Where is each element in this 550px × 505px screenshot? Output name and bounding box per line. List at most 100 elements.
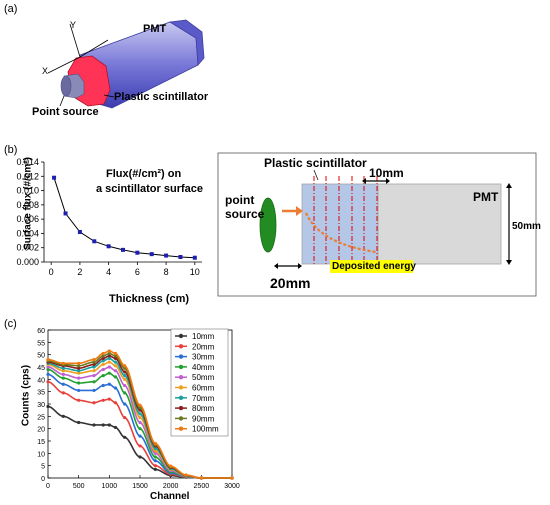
legend-label: 70mm [192, 394, 215, 403]
flux-data-point [52, 175, 57, 180]
legend-marker [178, 333, 184, 339]
spectrum-data-point [77, 388, 81, 393]
spectrum-data-point [113, 364, 118, 368]
scintillator-label: Plastic scintillator [114, 91, 209, 103]
setup-pmt-label: PMT [473, 190, 499, 204]
axis-x-label: X [42, 66, 49, 76]
panel-label-c: (c) [4, 318, 17, 330]
spectrum-ytick-label: 50 [37, 353, 45, 360]
spectrum-data-point [77, 366, 81, 370]
legend-label: 60mm [192, 384, 215, 393]
spectrum-data-point [113, 386, 118, 390]
spectrum-data-point [77, 364, 81, 368]
spectrum-data-point [46, 365, 50, 369]
legend-label: 30mm [192, 353, 215, 362]
flux-ytick-label: 0.002 [16, 243, 39, 253]
spectrum-data-point [61, 366, 65, 370]
setup-frame [217, 152, 537, 297]
legend-marker [178, 364, 184, 370]
flux-xtick-label: 8 [164, 267, 169, 277]
spectrum-xtick-label: 2500 [194, 483, 210, 490]
legend-marker [178, 344, 184, 349]
spectrum-data-point [92, 362, 96, 367]
spectrum-data-point [61, 391, 65, 395]
spectrum-data-point [107, 382, 111, 386]
spectrum-data-point [61, 361, 65, 365]
legend-marker [178, 385, 184, 390]
spectrum-ytick-label: 45 [37, 365, 45, 372]
legend-label: 50mm [192, 373, 215, 382]
spectrum-data-point [77, 420, 81, 425]
spectrum-data-point [101, 362, 105, 367]
spectrum-data-point [138, 415, 142, 420]
spectrum-data-point [61, 414, 65, 418]
spectrum-data-point [138, 427, 142, 431]
spectrum-data-point [101, 351, 105, 356]
flux-xtick-label: 10 [190, 267, 200, 277]
spectrum-data-point [101, 354, 105, 358]
pmt-label: PMT [143, 23, 167, 35]
spectrum-data-point [123, 366, 127, 370]
flux-ytick-label: 0.008 [16, 200, 39, 210]
deposited-energy-curve [304, 212, 377, 254]
spectrum-data-point [138, 403, 142, 407]
spectrum-data-point [92, 423, 96, 427]
spectrum-data-point [77, 398, 81, 402]
spectrum-xlabel: Channel [150, 491, 190, 502]
spectrum-data-point [123, 435, 127, 439]
panel-label-b: (b) [4, 144, 18, 156]
spectrum-data-point [113, 375, 118, 379]
setup-point-source [259, 197, 277, 253]
flux-xtick-label: 4 [106, 267, 111, 277]
spectrum-data-point [107, 349, 111, 353]
spectrum-data-point [92, 401, 96, 405]
spectrum-data-point [184, 473, 188, 477]
spectrum-xtick-label: 2000 [163, 483, 179, 490]
spectrum-data-point [101, 383, 105, 388]
spectrum-ytick-label: 0 [41, 476, 45, 483]
spectrum-ytick-label: 30 [37, 402, 45, 409]
spectrum-data-point [92, 358, 96, 362]
spectrum-data-point [113, 354, 118, 358]
spectrum-data-point [113, 356, 118, 360]
legend-label: 90mm [192, 414, 215, 423]
spectrum-data-point [107, 354, 111, 358]
flux-data-point [178, 255, 183, 259]
spectrum-data-point [92, 374, 96, 378]
spectrum-data-point [138, 434, 142, 438]
spectrum-data-point [101, 359, 105, 363]
spectrum-data-point [153, 459, 157, 463]
spectrum-data-point [77, 381, 81, 385]
flux-ytick-label: 0.010 [16, 186, 39, 196]
spectrum-xtick-label: 3000 [224, 483, 240, 490]
spectrum-data-point [138, 406, 142, 410]
legend-marker [178, 354, 184, 359]
flux-data-point [149, 252, 154, 257]
beam-arrow [296, 206, 303, 216]
spectrum-data-point [107, 397, 111, 401]
flux-xlabel: Thickness (cm) [109, 293, 190, 305]
spectrum-data-point [123, 374, 127, 378]
legend-marker [178, 416, 184, 421]
spectrum-data-point [61, 382, 65, 386]
legend-marker [178, 405, 184, 411]
flux-data-point [121, 247, 125, 252]
spectrum-data-point [92, 369, 96, 373]
spectrum-data-point [46, 372, 50, 376]
flux-ytick-label: 0.004 [16, 228, 39, 238]
setup-scintillator-label: Plastic scintillator [264, 156, 367, 170]
spectrum-data-point [61, 376, 65, 380]
legend-marker [178, 395, 184, 400]
legend-marker [178, 375, 184, 380]
legend-label: 80mm [192, 404, 215, 413]
flux-data-point [135, 250, 140, 255]
flux-annotation-line1: Flux(#/cm²) on [106, 168, 182, 180]
pmt-end-cap [168, 19, 205, 66]
spectrum-data-point [61, 372, 65, 376]
flux-data-point [63, 211, 68, 216]
spectrum-data-point [113, 369, 118, 373]
spectrum-data-point [138, 420, 142, 425]
